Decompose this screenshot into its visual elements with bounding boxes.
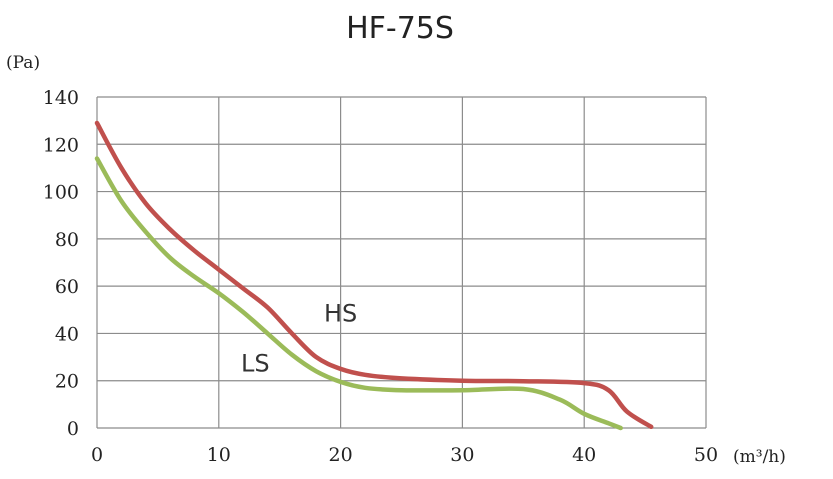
y-axis-label: (Pa) [6,53,40,73]
y-tick-label: 80 [55,229,79,251]
series-lines [94,120,654,431]
series-label-ls: LS [241,349,270,377]
series-line-ls [94,156,623,431]
series-line-hs [94,120,654,430]
y-tick-label: 40 [55,323,79,345]
tick-labels: 0 10 20 30 40 50 0 20 40 60 80 100 120 140 [43,87,718,466]
y-tick-label: 120 [43,134,79,156]
y-tick-label: 140 [43,87,79,109]
y-tick-label: 20 [55,371,79,393]
x-axis-label: (m³/h) [733,447,786,467]
series-label-hs: HS [324,300,357,328]
x-tick-label: 40 [572,444,596,466]
x-tick-label: 20 [329,444,353,466]
series-labels: HS LS [241,300,357,378]
x-tick-label: 0 [91,444,103,466]
y-tick-label: 0 [67,418,79,440]
x-tick-label: 50 [694,444,718,466]
x-tick-label: 30 [450,444,474,466]
chart-title: HF-75S [346,11,454,46]
y-tick-label: 100 [43,182,79,204]
x-tick-label: 10 [207,444,231,466]
grid [96,96,707,429]
y-tick-label: 60 [55,276,79,298]
